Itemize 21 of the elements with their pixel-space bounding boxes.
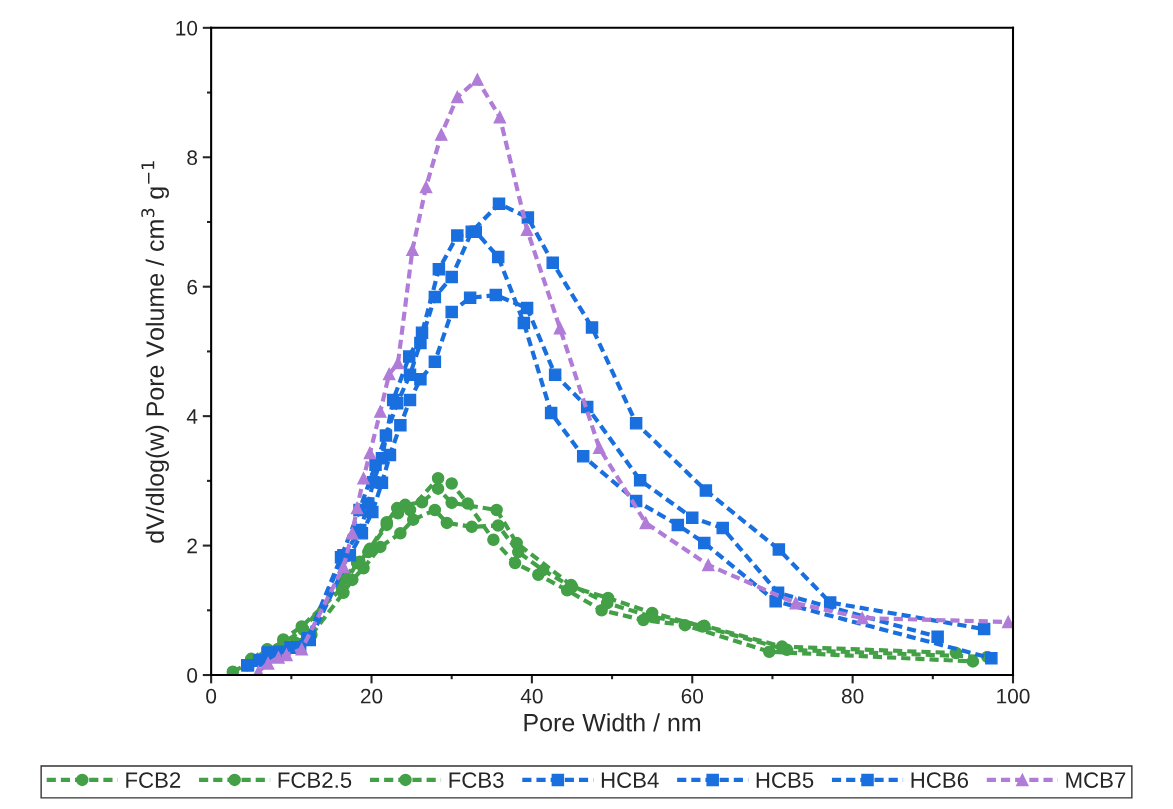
- x-tick-label: 0: [206, 688, 217, 704]
- legend-label: FCB2.5: [278, 772, 352, 788]
- y-tick-label: 4: [186, 409, 198, 424]
- x-tick-label: 40: [520, 688, 543, 704]
- x-tick-label: 100: [997, 688, 1030, 704]
- legend-label: FCB2: [126, 772, 181, 788]
- legend-label: HCB5: [756, 772, 814, 788]
- legend-label: FCB3: [449, 772, 504, 788]
- x-axis-title: Pore Width / nm: [524, 713, 701, 732]
- y-tick-label: 6: [187, 279, 198, 295]
- y-tick-label: 2: [187, 538, 197, 554]
- y-axis-title: dV/dlog(w) Pore Volume / cm$^{3}$ g$^{−1}$: [141, 161, 169, 543]
- x-tick-label: 20: [360, 688, 383, 704]
- y-tick-label: 10: [176, 20, 198, 36]
- y-tick-label: 0: [187, 668, 198, 683]
- legend-label: MCB7: [1066, 772, 1126, 788]
- legend-label: HCB4: [601, 772, 659, 788]
- x-tick-label: 60: [681, 688, 704, 704]
- x-tick-label: 80: [841, 688, 864, 704]
- y-tick-label: 8: [187, 150, 198, 166]
- legend-label: HCB6: [911, 772, 969, 788]
